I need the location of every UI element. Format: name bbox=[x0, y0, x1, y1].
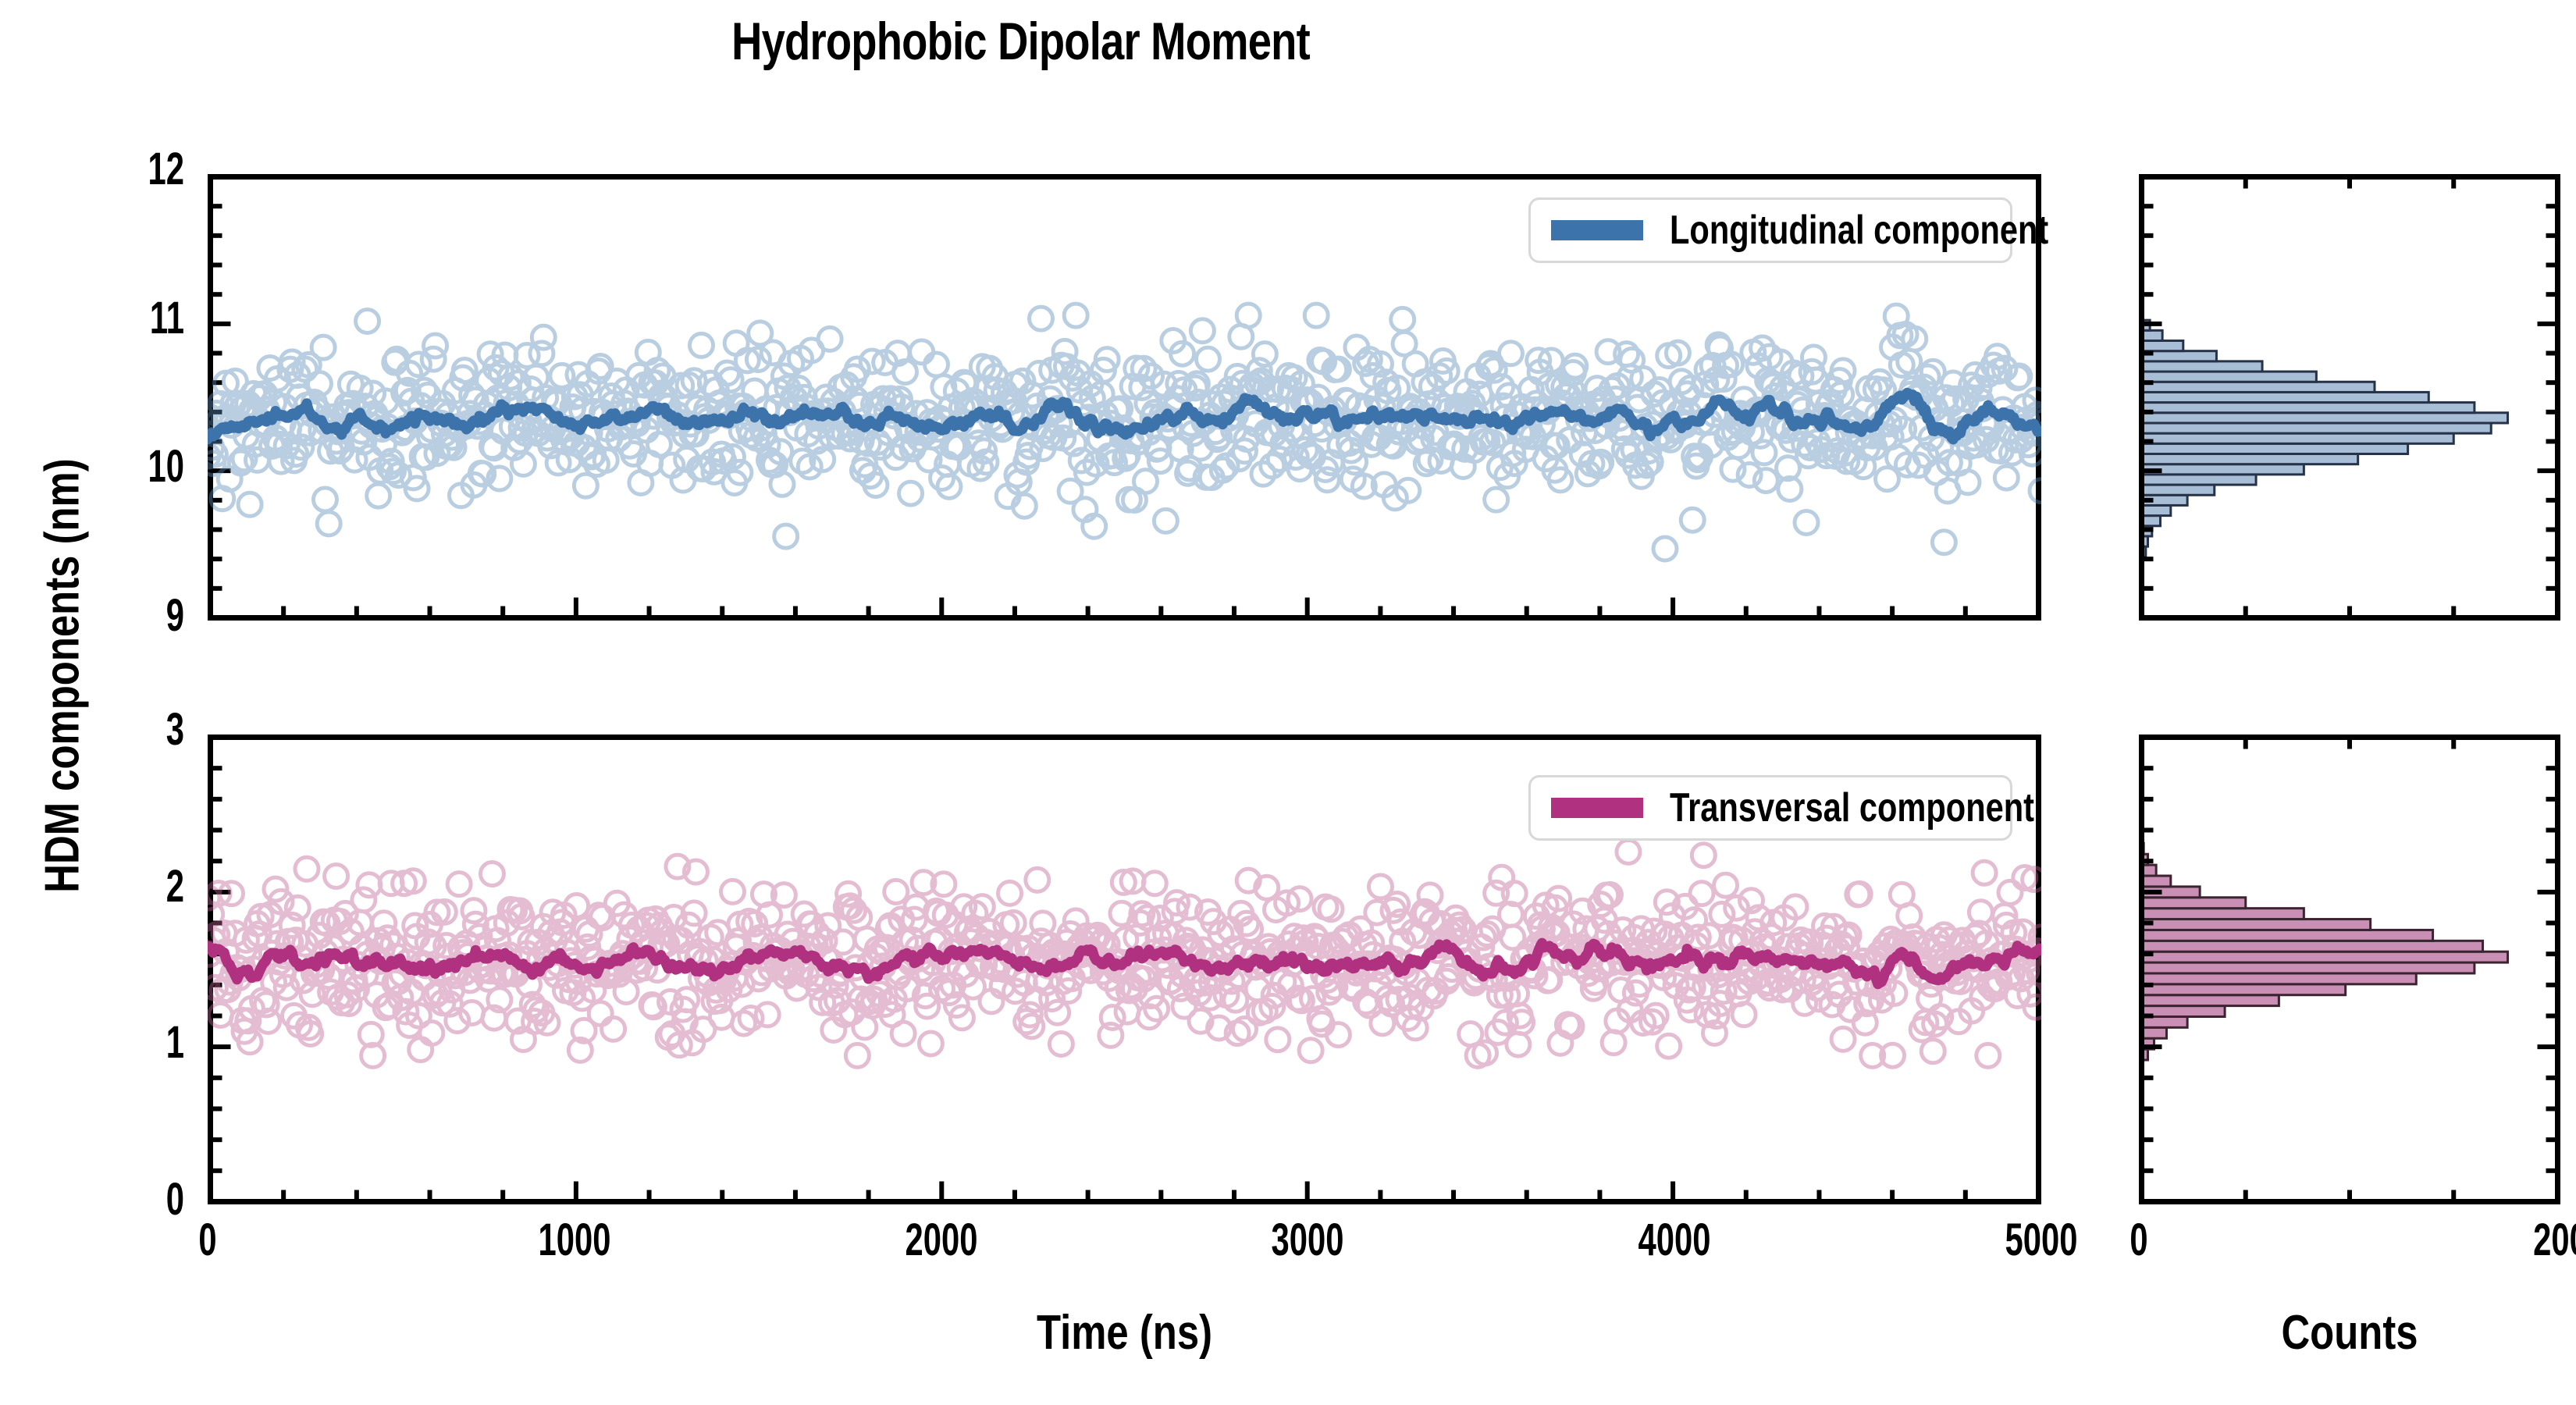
xtick-time-1000: 1000 bbox=[538, 1215, 611, 1265]
ytick-top-12: 12 bbox=[148, 144, 184, 194]
legend-label-transversal: Transversal component bbox=[1670, 785, 2035, 831]
ytick-bottom-1: 1 bbox=[165, 1017, 184, 1069]
legend-bottom[interactable]: Transversal component bbox=[1528, 775, 2034, 841]
ytick-top-10: 10 bbox=[148, 441, 184, 493]
xtick-time-0: 0 bbox=[198, 1215, 217, 1265]
legend-swatch-transversal bbox=[1551, 798, 1643, 818]
top-timeseries-panel bbox=[208, 174, 2041, 621]
figure-title: Hydrophobic Dipolar Moment bbox=[731, 12, 1311, 71]
xtick-time-5000: 5000 bbox=[2005, 1215, 2078, 1265]
legend-swatch-longitudinal bbox=[1551, 220, 1643, 240]
bottom-histogram-panel bbox=[2139, 735, 2560, 1204]
top-histogram-panel bbox=[2139, 174, 2560, 621]
ytick-bottom-0: 0 bbox=[165, 1174, 184, 1225]
x-axis-label-counts: Counts bbox=[2281, 1306, 2418, 1360]
ytick-top-9: 9 bbox=[165, 590, 184, 641]
bottom-timeseries-panel bbox=[208, 735, 2041, 1204]
ytick-top-11: 11 bbox=[149, 292, 184, 343]
legend-top[interactable]: Longitudinal component bbox=[1528, 197, 2048, 263]
legend-label-longitudinal: Longitudinal component bbox=[1670, 208, 2049, 253]
xtick-time-4000: 4000 bbox=[1638, 1215, 1711, 1265]
ytick-bottom-3: 3 bbox=[165, 704, 184, 755]
ytick-bottom-2: 2 bbox=[165, 860, 184, 912]
xtick-time-3000: 3000 bbox=[1271, 1215, 1344, 1265]
xtick-counts-0: 0 bbox=[2129, 1215, 2148, 1265]
xtick-counts-200: 200 bbox=[2533, 1215, 2576, 1265]
xtick-time-2000: 2000 bbox=[905, 1215, 978, 1265]
x-axis-label-time: Time (ns) bbox=[1036, 1306, 1213, 1360]
